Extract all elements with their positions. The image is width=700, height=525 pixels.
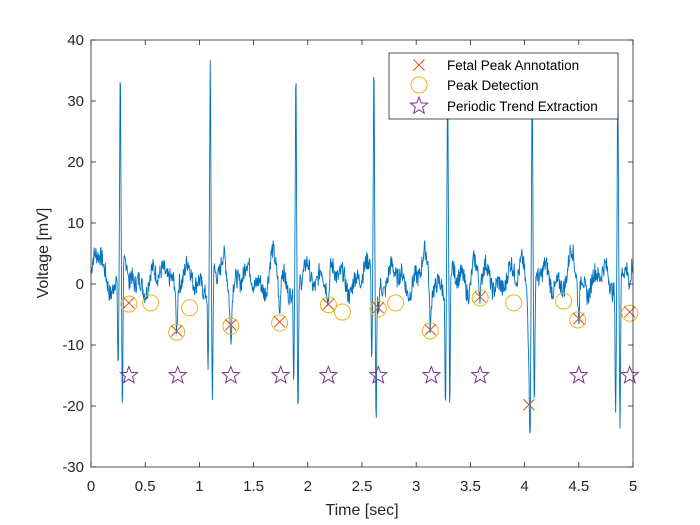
trend-marker <box>470 365 491 384</box>
y-tick-label: 0 <box>76 276 84 293</box>
x-tick-label: 0 <box>87 478 95 495</box>
x-tick-label: 3 <box>412 478 420 495</box>
x-tick-label: 4 <box>520 478 528 495</box>
y-tick-label: 30 <box>67 93 84 110</box>
fetal-peak-marker <box>322 298 335 310</box>
legend-star-marker <box>409 95 429 115</box>
peak-detection-marker <box>387 294 405 312</box>
peak-detection-marker <box>505 294 523 312</box>
peak-detection-marker <box>168 323 186 341</box>
peak-detection-marker <box>555 292 573 310</box>
y-tick-label: -30 <box>62 459 84 476</box>
fetal-peak-marker <box>424 323 437 336</box>
x-tick-label: 0.5 <box>135 478 156 495</box>
star-marker-icon <box>409 95 429 115</box>
fetal-peak-marker <box>623 306 636 318</box>
trend-marker <box>421 365 442 384</box>
x-tick-label: 1.5 <box>243 478 264 495</box>
x-tick-label: 4.5 <box>568 478 589 495</box>
y-tick-label: 10 <box>67 215 84 232</box>
legend-entry-trend: Periodic Trend Extraction <box>409 95 598 115</box>
x-tick-label: 5 <box>629 478 637 495</box>
peak-detection-marker <box>369 300 387 318</box>
fetal-peak-marker <box>372 301 385 314</box>
peak-detection-marker <box>271 314 289 332</box>
y-axis-label: Voltage [mV] <box>35 208 52 299</box>
peak-detection-marker <box>222 317 240 335</box>
trend-marker <box>318 365 339 384</box>
peak-detection-marker <box>471 289 489 307</box>
x-axis-label: Time [sec] <box>325 502 398 519</box>
trend-marker <box>568 365 589 384</box>
marker-layer <box>119 289 640 411</box>
y-tick-label: 20 <box>67 154 84 171</box>
trend-marker <box>119 365 139 384</box>
axes-layer: 0 0.5 1 1.5 2 2.5 3 3.5 4 4.5 5 -30 -20 -10 0 10 20 30 40 <box>62 32 637 495</box>
peak-detection-marker <box>142 294 160 312</box>
trend-marker <box>270 365 291 384</box>
fetal-peak-marker <box>572 312 585 325</box>
x-marker-icon <box>413 59 425 71</box>
peak-detection-marker <box>181 299 199 317</box>
x-tick-label: 3.5 <box>460 478 481 495</box>
circle-marker-icon <box>410 76 428 94</box>
y-tick-label: -10 <box>62 337 84 354</box>
peak-detection-marker <box>569 311 587 329</box>
legend-x-marker <box>413 59 425 71</box>
fetal-peak-marker <box>170 325 183 337</box>
signal-layer <box>90 60 634 434</box>
legend-entry-fetal: Fetal Peak Annotation <box>413 58 579 73</box>
legend-label: Fetal Peak Annotation <box>447 58 579 73</box>
trend-marker <box>619 365 640 384</box>
y-tick-label: 40 <box>67 32 84 49</box>
legend-label: Peak Detection <box>447 78 539 93</box>
peak-detection-marker <box>621 304 639 322</box>
fetal-peak-marker <box>123 297 135 309</box>
fetal-peak-marker <box>273 315 286 328</box>
legend-entry-detection: Peak Detection <box>410 76 539 94</box>
legend-label: Periodic Trend Extraction <box>447 99 598 114</box>
legend-circle-marker <box>410 76 428 94</box>
legend: Fetal Peak Annotation Peak Detection Per… <box>388 52 619 120</box>
signal-line <box>90 60 634 434</box>
trend-marker <box>167 365 188 384</box>
fetal-peak-marker <box>474 290 487 303</box>
peak-detection-marker <box>333 303 351 321</box>
y-tick-label: -20 <box>62 398 84 415</box>
x-tick-label: 1 <box>195 478 203 495</box>
peak-detection-marker <box>319 296 337 314</box>
peak-detection-marker <box>421 322 439 340</box>
x-tick-label: 2.5 <box>352 478 373 495</box>
peak-detection-marker <box>120 295 138 313</box>
fetal-peak-marker <box>523 398 535 411</box>
x-tick-label: 2 <box>304 478 312 495</box>
trend-marker <box>368 365 389 384</box>
trend-marker <box>220 365 241 384</box>
fetal-peak-marker <box>224 319 237 331</box>
